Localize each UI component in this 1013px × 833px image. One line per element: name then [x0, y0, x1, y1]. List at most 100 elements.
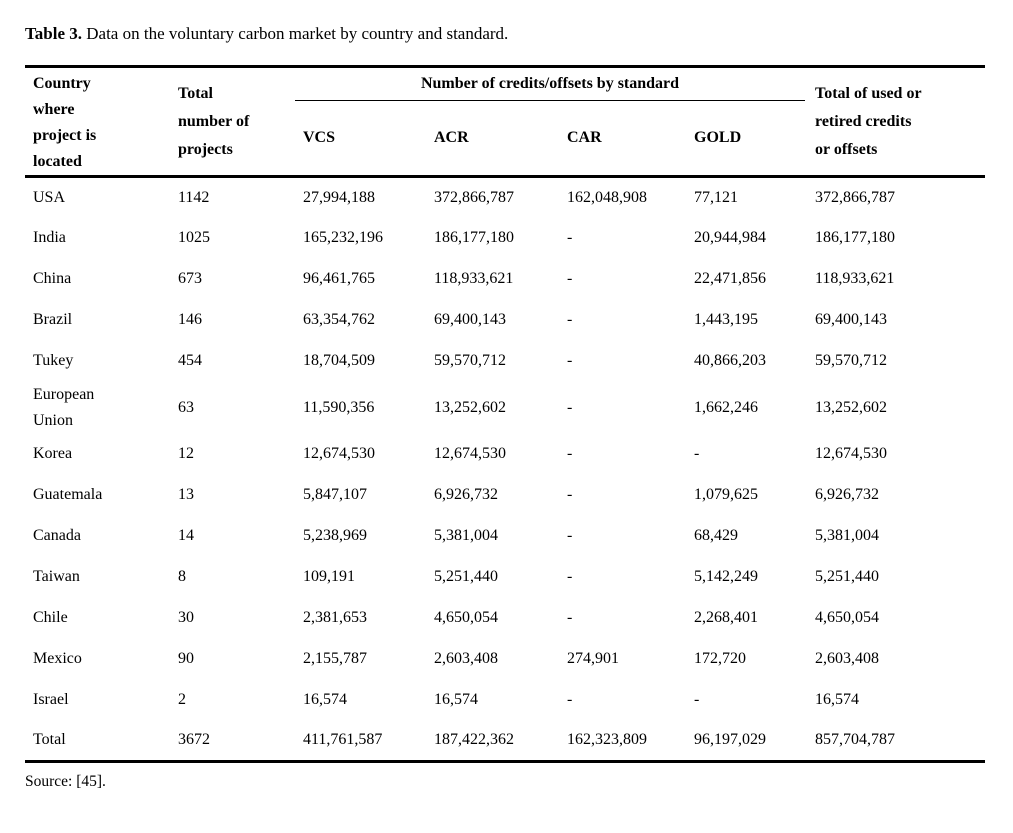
cell-vcs: 5,238,969	[303, 527, 367, 544]
table-row: Brazil 146 63,354,762 69,400,143 - 1,443…	[25, 300, 985, 341]
table-row: Mexico 90 2,155,787 2,603,408 274,901 17…	[25, 639, 985, 680]
cell-country: Total	[33, 731, 66, 749]
cell-country: Israel	[33, 691, 69, 708]
header-standards-group: Number of credits/offsets by standard	[295, 67, 815, 102]
cell-total-retired: 12,674,530	[815, 445, 888, 462]
cell-country: Korea	[33, 445, 73, 462]
cell-total-retired: 4,650,054	[815, 609, 880, 626]
header-row-group: Country where project is located Total n…	[25, 67, 985, 170]
table-row: China 673 96,461,765 118,933,621 - 22,47…	[25, 259, 985, 300]
cell-acr: 69,400,143	[434, 311, 506, 328]
cell-total-retired: 5,251,440	[815, 568, 880, 585]
cell-vcs: 165,232,196	[303, 229, 383, 246]
cell-total-projects: 1025	[178, 229, 210, 246]
header-country: Country where project is located	[33, 75, 97, 170]
cell-total-projects: 673	[178, 270, 202, 287]
header-acr: ACR	[434, 129, 469, 147]
cell-gold: 5,142,249	[694, 568, 758, 585]
table-row: Tukey 454 18,704,509 59,570,712 - 40,866…	[25, 341, 985, 382]
cell-acr: 4,650,054	[434, 609, 498, 626]
cell-country: European Union	[33, 385, 95, 429]
cell-acr: 13,252,602	[434, 398, 506, 416]
cell-car: 274,901	[567, 650, 619, 667]
cell-total-projects: 90	[178, 650, 194, 667]
header-total-retired: Total of used or retired credits or offs…	[815, 84, 922, 158]
table-body: USA 1142 27,994,188 372,866,787 162,048,…	[25, 177, 985, 762]
cell-car: -	[567, 609, 573, 626]
cell-total-projects: 14	[178, 527, 194, 544]
cell-gold: 172,720	[694, 650, 746, 667]
cell-gold: 1,662,246	[694, 398, 758, 416]
cell-vcs: 109,191	[303, 568, 355, 585]
cell-gold: 2,268,401	[694, 609, 758, 626]
cell-gold: 96,197,029	[694, 731, 766, 749]
table-row: Total 3672 411,761,587 187,422,362 162,3…	[25, 721, 985, 762]
cell-total-retired: 16,574	[815, 691, 860, 708]
cell-total-projects: 2	[178, 691, 186, 708]
cell-vcs: 18,704,509	[303, 352, 375, 369]
cell-vcs: 63,354,762	[303, 311, 375, 328]
cell-country: India	[33, 229, 66, 246]
cell-total-projects: 13	[178, 486, 194, 503]
cell-country: Tukey	[33, 352, 74, 369]
cell-vcs: 2,381,653	[303, 609, 367, 626]
table-row: USA 1142 27,994,188 372,866,787 162,048,…	[25, 177, 985, 218]
header-gold: GOLD	[694, 129, 742, 147]
cell-car: -	[567, 486, 573, 503]
cell-acr: 12,674,530	[434, 445, 506, 462]
cell-car: 162,323,809	[567, 731, 647, 749]
cell-total-projects: 12	[178, 445, 194, 462]
cell-vcs: 2,155,787	[303, 650, 367, 667]
cell-total-projects: 1142	[178, 188, 210, 206]
cell-gold: 1,443,195	[694, 311, 758, 328]
cell-gold: 1,079,625	[694, 486, 758, 503]
cell-country: Guatemala	[33, 486, 103, 503]
header-row-standards: VCS ACR CAR GOLD	[25, 101, 985, 176]
cell-acr: 372,866,787	[434, 188, 514, 206]
cell-gold: 40,866,203	[694, 352, 766, 369]
cell-vcs: 411,761,587	[303, 731, 383, 749]
cell-total-projects: 30	[178, 609, 194, 626]
cell-vcs: 11,590,356	[303, 398, 375, 416]
header-standards-group-label: Number of credits/offsets by standard	[295, 68, 806, 101]
cell-total-projects: 3672	[178, 731, 210, 749]
cell-country: Chile	[33, 609, 68, 626]
cell-vcs: 27,994,188	[303, 188, 375, 206]
cell-country: Mexico	[33, 650, 82, 667]
cell-total-retired: 6,926,732	[815, 486, 880, 503]
cell-vcs: 12,674,530	[303, 445, 375, 462]
cell-acr: 118,933,621	[434, 270, 514, 287]
cell-acr: 186,177,180	[434, 229, 514, 246]
cell-acr: 6,926,732	[434, 486, 498, 503]
cell-car: -	[567, 445, 573, 462]
table-caption-text: Data on the voluntary carbon market by c…	[86, 24, 509, 43]
cell-total-retired: 5,381,004	[815, 527, 880, 544]
cell-country: Brazil	[33, 311, 73, 328]
table-row: Korea 12 12,674,530 12,674,530 - - 12,67…	[25, 434, 985, 475]
cell-gold: 20,944,984	[694, 229, 766, 246]
cell-acr: 5,251,440	[434, 568, 498, 585]
cell-vcs: 96,461,765	[303, 270, 375, 287]
cell-car: -	[567, 527, 573, 544]
cell-total-projects: 8	[178, 568, 186, 585]
cell-gold: -	[694, 445, 700, 462]
cell-car: -	[567, 398, 573, 416]
cell-total-retired: 186,177,180	[815, 229, 896, 246]
cell-car: 162,048,908	[567, 188, 647, 206]
cell-acr: 187,422,362	[434, 731, 514, 749]
cell-car: -	[567, 568, 573, 585]
table-row: India 1025 165,232,196 186,177,180 - 20,…	[25, 218, 985, 259]
cell-country: Taiwan	[33, 568, 80, 585]
cell-total-retired: 69,400,143	[815, 311, 888, 328]
cell-country: China	[33, 270, 72, 287]
cell-gold: 68,429	[694, 527, 738, 544]
cell-acr: 16,574	[434, 691, 478, 708]
source-note: Source: [45].	[25, 773, 106, 790]
cell-acr: 5,381,004	[434, 527, 498, 544]
cell-total-retired: 857,704,787	[815, 731, 896, 749]
cell-country: USA	[33, 188, 66, 206]
cell-car: -	[567, 229, 573, 246]
cell-vcs: 5,847,107	[303, 486, 367, 503]
cell-total-projects: 146	[178, 311, 202, 328]
